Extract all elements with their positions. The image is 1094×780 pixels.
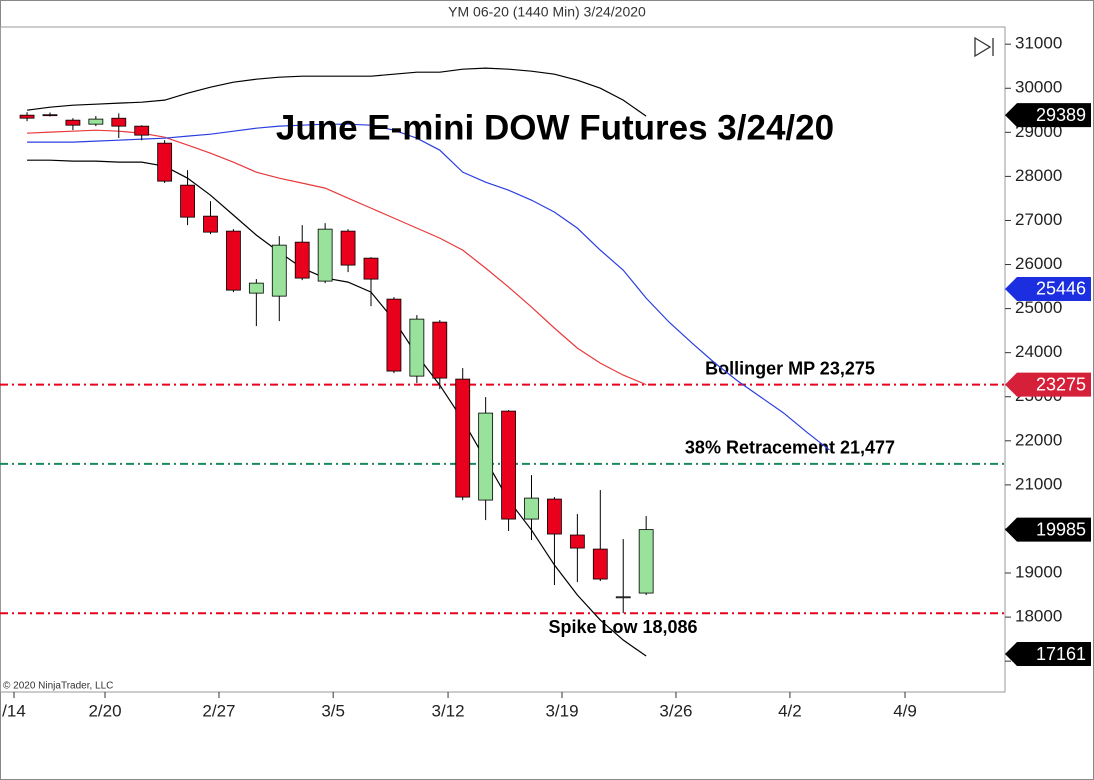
candle-body — [317, 228, 333, 282]
candle-body — [294, 241, 310, 279]
x-tick-label: 3/19 — [545, 701, 578, 720]
y-tick-label: 28000 — [1015, 166, 1062, 185]
price-marker-label: 19985 — [1036, 519, 1086, 539]
indicator-line — [27, 123, 830, 451]
level-label: Spike Low 18,086 — [548, 617, 697, 637]
candle-body — [432, 321, 448, 379]
chart-title: YM 06-20 (1440 Min) 3/24/2020 — [448, 4, 646, 20]
candle-body — [65, 119, 81, 126]
y-tick-label: 25000 — [1015, 298, 1062, 317]
indicator-line — [27, 159, 647, 657]
indicator-line — [26, 67, 647, 117]
plot-frame — [0, 26, 1006, 693]
candle-body — [19, 114, 35, 119]
candle-body — [180, 184, 195, 218]
x-tick-label: 2/27 — [202, 701, 235, 720]
candle-body — [271, 244, 287, 297]
level-label: 38% Retracement 21,477 — [685, 438, 895, 458]
candle-body — [340, 230, 356, 266]
x-tick-label: 3/5 — [321, 701, 345, 720]
candle-body — [638, 529, 654, 594]
candle-body — [88, 118, 104, 125]
chart-subtitle: June E-mini DOW Futures 3/24/20 — [276, 108, 834, 147]
price-marker — [1005, 642, 1091, 667]
price-marker-label: 25446 — [1036, 279, 1086, 299]
candle-body — [547, 498, 562, 535]
y-tick-label: 30000 — [1015, 78, 1062, 97]
price-marker — [1005, 517, 1091, 542]
x-tick-label: 3/12 — [431, 701, 464, 720]
y-tick-label: 24000 — [1015, 342, 1062, 361]
nav-icon[interactable] — [974, 36, 994, 58]
price-marker — [1005, 103, 1091, 128]
x-tick-label: 4/2 — [778, 701, 802, 720]
x-tick-label: /14 — [2, 701, 26, 720]
y-tick-label: 22000 — [1015, 430, 1062, 449]
candle-body — [134, 125, 150, 136]
price-marker-label: 29389 — [1036, 105, 1086, 125]
candle-body — [157, 142, 173, 182]
candle-body — [203, 215, 218, 233]
level-label: Bollinger MP 23,275 — [705, 358, 875, 378]
indicator-line — [27, 129, 647, 386]
candle-body — [501, 410, 516, 520]
candle-body — [42, 114, 58, 117]
y-tick-label: 21000 — [1015, 474, 1062, 493]
candle-body — [455, 378, 471, 498]
price-marker-label: 23275 — [1036, 374, 1086, 394]
x-tick-label: 4/9 — [893, 701, 917, 720]
price-marker-label: 17161 — [1036, 644, 1086, 664]
copyright: © 2020 NinjaTrader, LLC — [3, 681, 113, 692]
y-tick-label: 26000 — [1015, 254, 1062, 273]
y-tick-label: 19000 — [1015, 562, 1062, 581]
x-tick-label: 2/20 — [88, 701, 121, 720]
price-marker — [1005, 372, 1091, 397]
candle-body — [226, 230, 241, 291]
candle-body — [363, 257, 379, 280]
candle-body — [615, 596, 631, 599]
y-tick-label: 27000 — [1015, 210, 1062, 229]
candle-body — [569, 534, 585, 549]
candle-body — [248, 282, 264, 294]
candle-body — [478, 412, 494, 501]
x-tick-label: 3/26 — [659, 701, 692, 720]
candle-body — [386, 298, 402, 372]
candle-body — [409, 318, 425, 377]
candle-body — [592, 548, 608, 580]
y-tick-label: 18000 — [1015, 607, 1062, 626]
y-tick-label: 31000 — [1015, 34, 1062, 53]
price-marker — [1005, 276, 1091, 301]
candle-body — [111, 117, 127, 127]
candle-body — [524, 497, 539, 520]
